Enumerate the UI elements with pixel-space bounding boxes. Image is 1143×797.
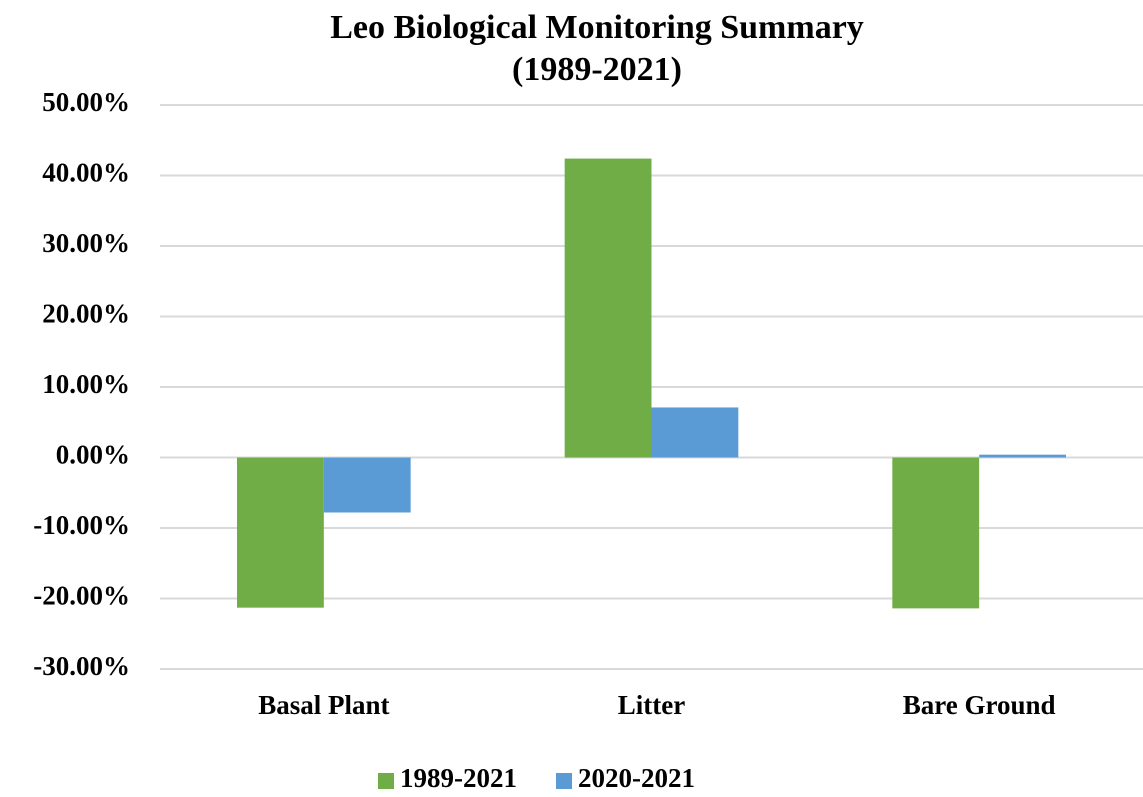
y-tick-label: 40.00% <box>42 158 130 188</box>
y-tick-label: -20.00% <box>33 581 130 611</box>
bar <box>651 407 739 458</box>
x-tick-label: Litter <box>618 690 685 720</box>
bar <box>892 457 980 609</box>
y-tick-label: 30.00% <box>42 228 130 258</box>
y-tick-label: -30.00% <box>33 651 130 681</box>
y-tick-label: 50.00% <box>42 87 130 117</box>
bar <box>564 158 652 458</box>
legend-swatch <box>556 773 572 789</box>
y-tick-label: 0.00% <box>56 440 130 470</box>
bar <box>237 457 324 608</box>
y-tick-label: -10.00% <box>33 510 130 540</box>
x-tick-label: Basal Plant <box>258 690 389 720</box>
bar <box>323 457 411 513</box>
legend-label: 2020-2021 <box>578 763 695 793</box>
x-tick-label: Bare Ground <box>903 690 1056 720</box>
chart-subtitle: (1989-2021) <box>512 51 682 88</box>
legend-swatch <box>378 773 394 789</box>
chart-title: Leo Biological Monitoring Summary <box>330 9 864 46</box>
bar <box>979 454 1066 458</box>
legend-label: 1989-2021 <box>400 763 517 793</box>
y-tick-label: 10.00% <box>42 369 130 399</box>
y-tick-label: 20.00% <box>42 299 130 329</box>
